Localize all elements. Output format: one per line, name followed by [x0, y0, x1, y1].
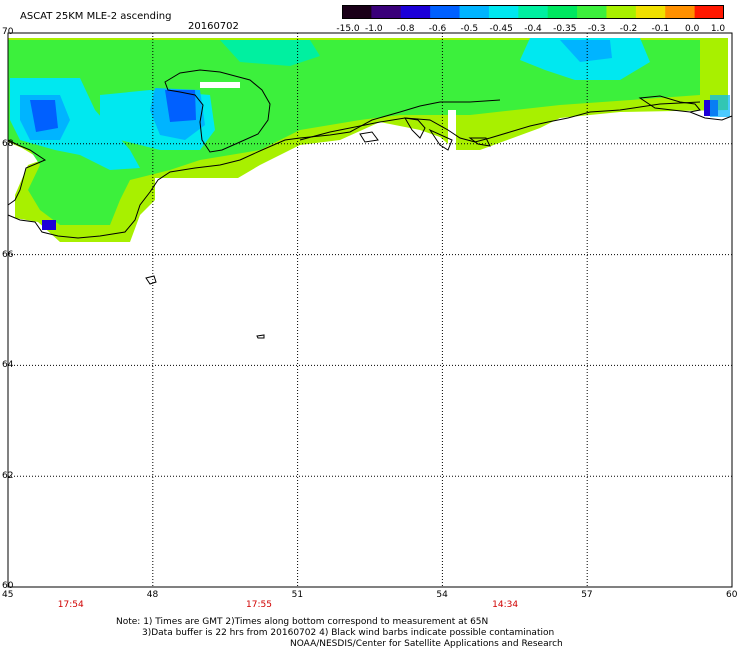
colorbar-label: -0.35 [553, 24, 577, 34]
pass-time-label: 14:34 [492, 600, 519, 610]
colorbar-label: -1.0 [365, 24, 383, 34]
blue-core-central [165, 90, 196, 122]
lon-tick-label: 54 [436, 590, 448, 600]
colorbar-swatch [488, 5, 519, 19]
lon-tick-label: 57 [581, 590, 593, 600]
colorbar-label: -0.1 [651, 24, 670, 34]
lon-tick-label: 51 [291, 590, 304, 600]
pass-time-label: 17:55 [246, 600, 272, 610]
colorbar-label: -0.2 [619, 24, 638, 34]
colorbar-label: -0.4 [524, 24, 542, 34]
blue-core-southwest [42, 220, 56, 230]
lat-tick-label: 70 [2, 27, 14, 37]
colorbar-label: -0.6 [428, 24, 447, 34]
note-line-3: NOAA/NESDIS/Center for Satellite Applica… [290, 639, 563, 649]
colorbar-label: -0.45 [489, 24, 513, 34]
lightblue-northeast [560, 40, 612, 62]
pass-time-label: 17:54 [57, 600, 84, 610]
colorbar-label: -0.8 [396, 24, 415, 34]
colorbar-swatch [665, 5, 696, 19]
colorbar-swatch [430, 5, 461, 19]
colorbar-swatch [371, 5, 402, 19]
nodata-strip [448, 110, 456, 150]
lat-tick-label: 64 [2, 360, 14, 371]
colorbar-swatch [459, 5, 490, 19]
blue-core-west [30, 100, 58, 132]
lat-tick-label: 62 [2, 471, 14, 482]
colorbar-swatch [400, 5, 431, 19]
colorbar-label: -0.3 [587, 24, 606, 34]
colorbar-label: 0.0 [684, 24, 700, 34]
colorbar-swatch [342, 5, 372, 19]
lon-tick-label: 48 [146, 590, 159, 600]
colorbar-swatch [606, 5, 637, 19]
map-date: 20160702 [188, 21, 239, 32]
lon-tick-label: 45 [2, 590, 14, 600]
note-line-2: 3)Data buffer is 22 hrs from 20160702 4)… [142, 628, 555, 638]
colorbar-label: -15.0 [336, 24, 360, 34]
colorbar-swatch [694, 5, 724, 19]
coastlines [7, 69, 733, 339]
colorbar-label: -0.5 [460, 24, 479, 34]
blue-edge-east [710, 95, 730, 117]
nodata-patch [200, 82, 240, 88]
colorbar-swatch [635, 5, 666, 19]
plot-frame [7, 32, 733, 588]
colorbar [342, 5, 724, 19]
lat-tick-label: 66 [2, 249, 14, 260]
map-title: ASCAT 25KM MLE-2 ascending [20, 11, 172, 22]
lon-tick-label: 60 [726, 590, 738, 600]
cyan-patch-north [220, 40, 320, 66]
green-interior [8, 40, 700, 225]
colorbar-swatch [577, 5, 607, 19]
note-line-1: Note: 1) Times are GMT 2)Times along bot… [116, 617, 489, 627]
lat-lon-grid [8, 33, 732, 587]
colorbar-gradient [342, 5, 724, 19]
colorbar-border [342, 5, 724, 19]
lat-tick-label: 60 [2, 581, 14, 591]
lat-tick-label: 68 [2, 138, 14, 149]
colorbar-swatch [547, 5, 578, 19]
colorbar-swatch [518, 5, 549, 19]
colorbar-label: 1.0 [710, 24, 726, 34]
wind-data-field [8, 38, 730, 242]
